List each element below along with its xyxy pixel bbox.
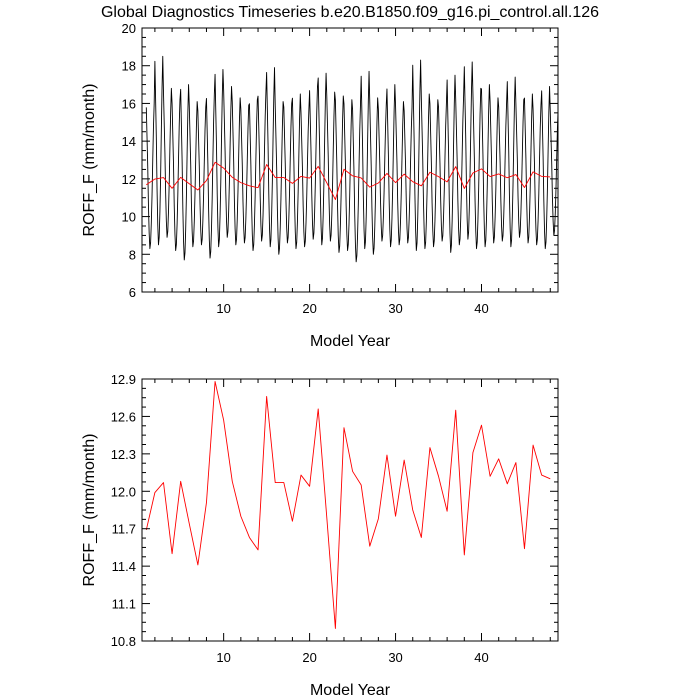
y-tick-label: 12.0 [111, 484, 136, 499]
y-tick-label: 16 [122, 96, 136, 111]
figure-title: Global Diagnostics Timeseries b.e20.B185… [101, 4, 599, 21]
y-tick-label: 12 [122, 172, 136, 187]
series-line-annual [145, 381, 551, 629]
y-tick-label: 8 [129, 247, 136, 262]
x-tick-label: 20 [302, 301, 316, 316]
y-axis-label: ROFF_F (mm/month) [81, 84, 98, 237]
y-tick-label: 12.6 [111, 409, 136, 424]
x-tick-label: 20 [302, 650, 316, 665]
y-tick-label: 11.1 [112, 597, 136, 612]
x-tick-label: 30 [388, 650, 402, 665]
x-tick-label: 10 [216, 650, 230, 665]
y-tick-label: 10 [122, 210, 136, 225]
bottom-panel-annual: 10 20 30 40 10.8 11.1 11.4 11.7 12.0 12.3 12.6 12.9… [81, 372, 559, 699]
x-axis-label: Model Year [310, 333, 391, 350]
y-axis-label: ROFF_F (mm/month) [81, 434, 98, 587]
y-tick-label: 18 [122, 59, 136, 74]
y-tick-label: 6 [129, 285, 136, 300]
series-line-annual [146, 161, 551, 201]
x-axis-label: Model Year [310, 682, 391, 699]
x-tick-label: 30 [388, 301, 402, 316]
plot-frame [141, 378, 559, 642]
y-tick-label: 14 [122, 134, 136, 149]
x-tick-label: 10 [216, 301, 230, 316]
y-tick-label: 20 [122, 21, 136, 36]
series-line-monthly [145, 55, 558, 263]
y-tick-label: 11.4 [112, 559, 136, 574]
x-tick-label: 40 [474, 301, 488, 316]
y-tick-label: 12.3 [111, 447, 136, 462]
top-panel-monthly-and-annual: 10 20 30 40 6 8 10 12 14 16 18 20 Model Year ROFF_F (… [81, 21, 559, 350]
x-tick-label: 40 [474, 650, 488, 665]
y-tick-label: 11.7 [112, 522, 136, 537]
y-tick-label: 12.9 [111, 372, 136, 387]
y-tick-label: 10.8 [111, 634, 136, 649]
